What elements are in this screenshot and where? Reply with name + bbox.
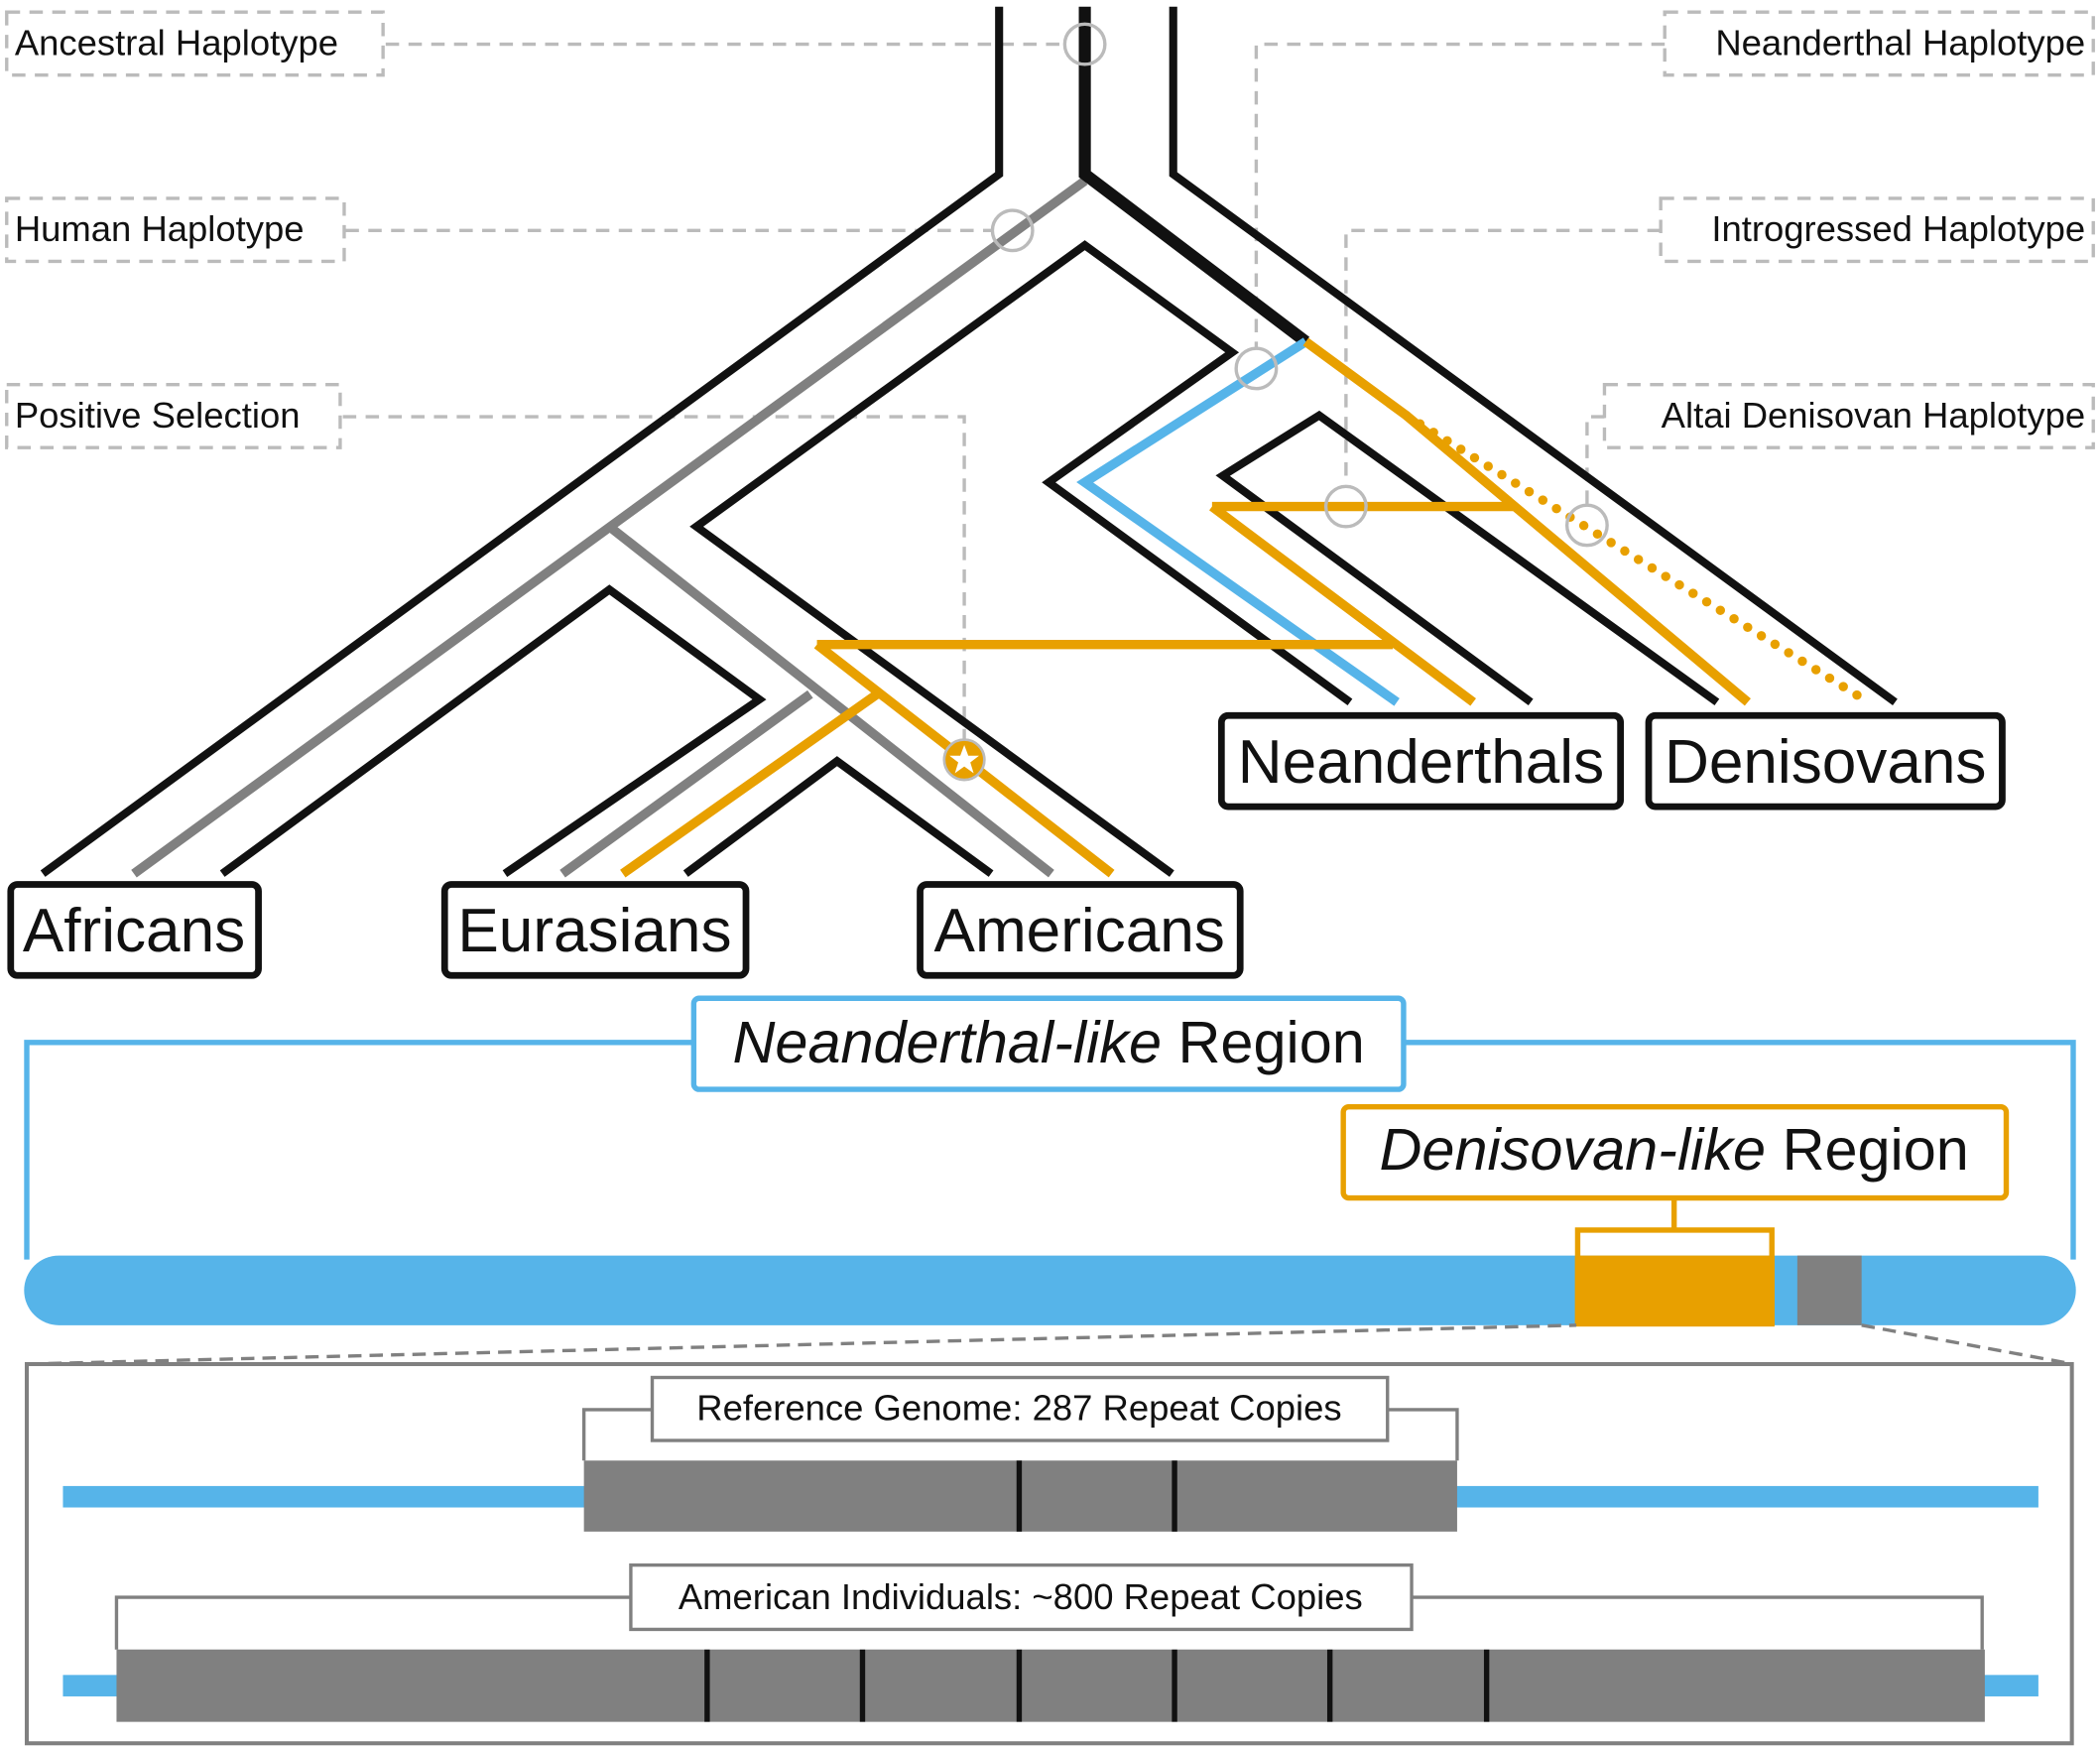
- zoom-lines: [26, 1323, 2074, 1366]
- neanderthal-region-label: Neanderthal-like Region: [733, 1009, 1365, 1075]
- neanderthal-region-bracket: [24, 1040, 2076, 1260]
- reference-dividers: [1016, 1460, 1177, 1532]
- reference-label: Reference Genome: 287 Repeat Copies: [696, 1388, 1341, 1429]
- tree-outline: [40, 6, 1898, 877]
- denisovan-region-label: Denisovan-like Region: [1380, 1116, 1969, 1183]
- blue-neanderthal-lineage: [1076, 337, 1400, 706]
- altai-dotted-lineage: [1401, 410, 1874, 707]
- american-label-box: [629, 1562, 1414, 1632]
- ancestral-marker: [1062, 22, 1107, 66]
- chromosome-bar: [24, 1255, 2076, 1325]
- american-bracket: [114, 1595, 1984, 1650]
- introgressed-marker: [1323, 484, 1368, 529]
- gray-human-lineage: [131, 177, 1088, 878]
- population-americans: Americans: [934, 897, 1225, 965]
- population-denisovans: Denisovans: [1665, 728, 1986, 797]
- legend-ancestral: Ancestral Haplotype: [15, 22, 338, 62]
- american-dividers: [704, 1649, 1490, 1722]
- legend-neanderthal: Neanderthal Haplotype: [1715, 22, 2085, 62]
- human-marker: [990, 208, 1035, 253]
- american-label: American Individuals: ~800 Repeat Copies: [679, 1576, 1363, 1617]
- star-icon: [942, 738, 986, 782]
- ancestral-trunk: [1078, 6, 1310, 347]
- repeat-segment: [1796, 1255, 1862, 1325]
- american-repeats: [116, 1649, 1985, 1722]
- neanderthal-marker: [1234, 346, 1279, 391]
- population-neanderthals: Neanderthals: [1238, 728, 1604, 797]
- zoom-panel: [24, 1361, 2074, 1746]
- legend-introgressed: Introgressed Haplotype: [1711, 208, 2085, 249]
- neanderthal-region-box: [690, 995, 1407, 1092]
- legend-human: Human Haplotype: [15, 208, 305, 249]
- reference-bracket: [581, 1408, 1459, 1461]
- denisovan-segment: [1574, 1255, 1775, 1325]
- altai-marker: [1564, 503, 1609, 548]
- population-eurasians: Eurasians: [457, 897, 731, 965]
- reference-label-box: [650, 1375, 1390, 1442]
- callout-lines: [5, 10, 2095, 740]
- legend-altai: Altai Denisovan Haplotype: [1662, 395, 2085, 436]
- population-africans: Africans: [23, 897, 245, 965]
- legend-positive-selection: Positive Selection: [15, 395, 301, 436]
